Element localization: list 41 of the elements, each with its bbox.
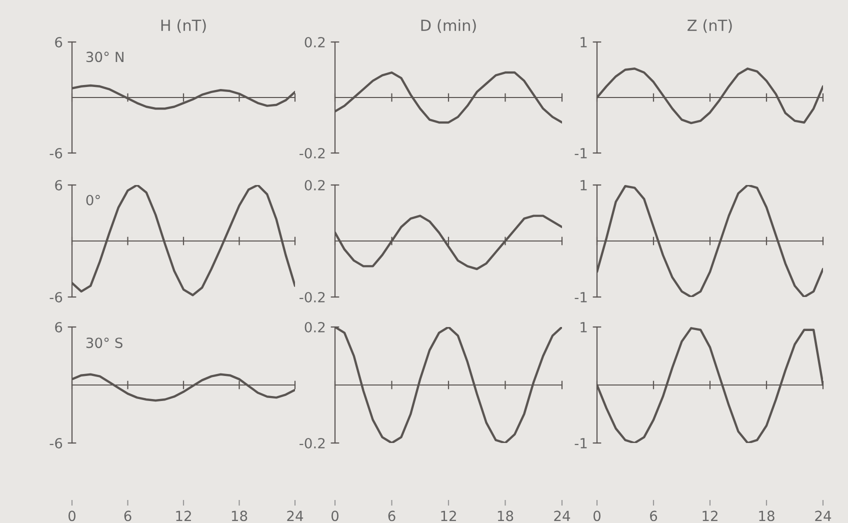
y-tick-label: -6 [50, 438, 62, 448]
chart-title: Z (nT) [688, 19, 732, 33]
x-tick-label: 0 [593, 510, 600, 522]
y-tick-label: 1 [580, 37, 587, 48]
x-tick-label: 18 [232, 510, 248, 522]
x-tick-label: 24 [287, 510, 304, 521]
annotation: 30° S [86, 338, 122, 348]
x-tick-label: 6 [650, 510, 658, 522]
y-tick-label: -0.2 [300, 438, 325, 448]
x-tick-label: 12 [441, 510, 456, 521]
annotation: 30° N [86, 52, 124, 62]
y-tick-label: 0.2 [304, 36, 325, 48]
x-tick-label: 24 [815, 510, 832, 521]
y-tick-label: 6 [55, 180, 62, 190]
y-tick-label: 0.2 [304, 322, 325, 332]
x-tick-label: 12 [176, 510, 191, 521]
y-tick-label: -6 [50, 292, 62, 302]
line-series [597, 185, 823, 297]
x-tick-label: 12 [702, 510, 718, 521]
y-tick-label: -0.2 [300, 148, 325, 158]
x-tick-label: 18 [759, 510, 774, 522]
x-tick-label: 24 [554, 510, 570, 521]
y-tick-label: 0.2 [304, 180, 325, 190]
y-tick-label: 6 [55, 36, 62, 48]
x-tick-label: 6 [388, 510, 396, 522]
chart-title: H (nT) [161, 19, 206, 33]
annotation: 0° [86, 194, 100, 206]
y-tick-label: -1 [574, 148, 587, 158]
y-tick-label: 1 [580, 322, 587, 332]
y-tick-label: -1 [574, 438, 587, 448]
y-tick-label: 6 [55, 322, 62, 332]
chart-title: D (min) [421, 19, 476, 33]
y-tick-label: -1 [574, 292, 587, 302]
y-tick-label: -0.2 [300, 292, 325, 302]
line-series [72, 185, 295, 296]
x-tick-label: 0 [331, 510, 338, 522]
x-tick-label: 6 [124, 510, 132, 522]
x-tick-label: 18 [498, 510, 514, 522]
y-tick-label: -6 [50, 148, 62, 158]
y-tick-label: 1 [580, 180, 587, 190]
x-tick-label: 0 [68, 510, 76, 522]
